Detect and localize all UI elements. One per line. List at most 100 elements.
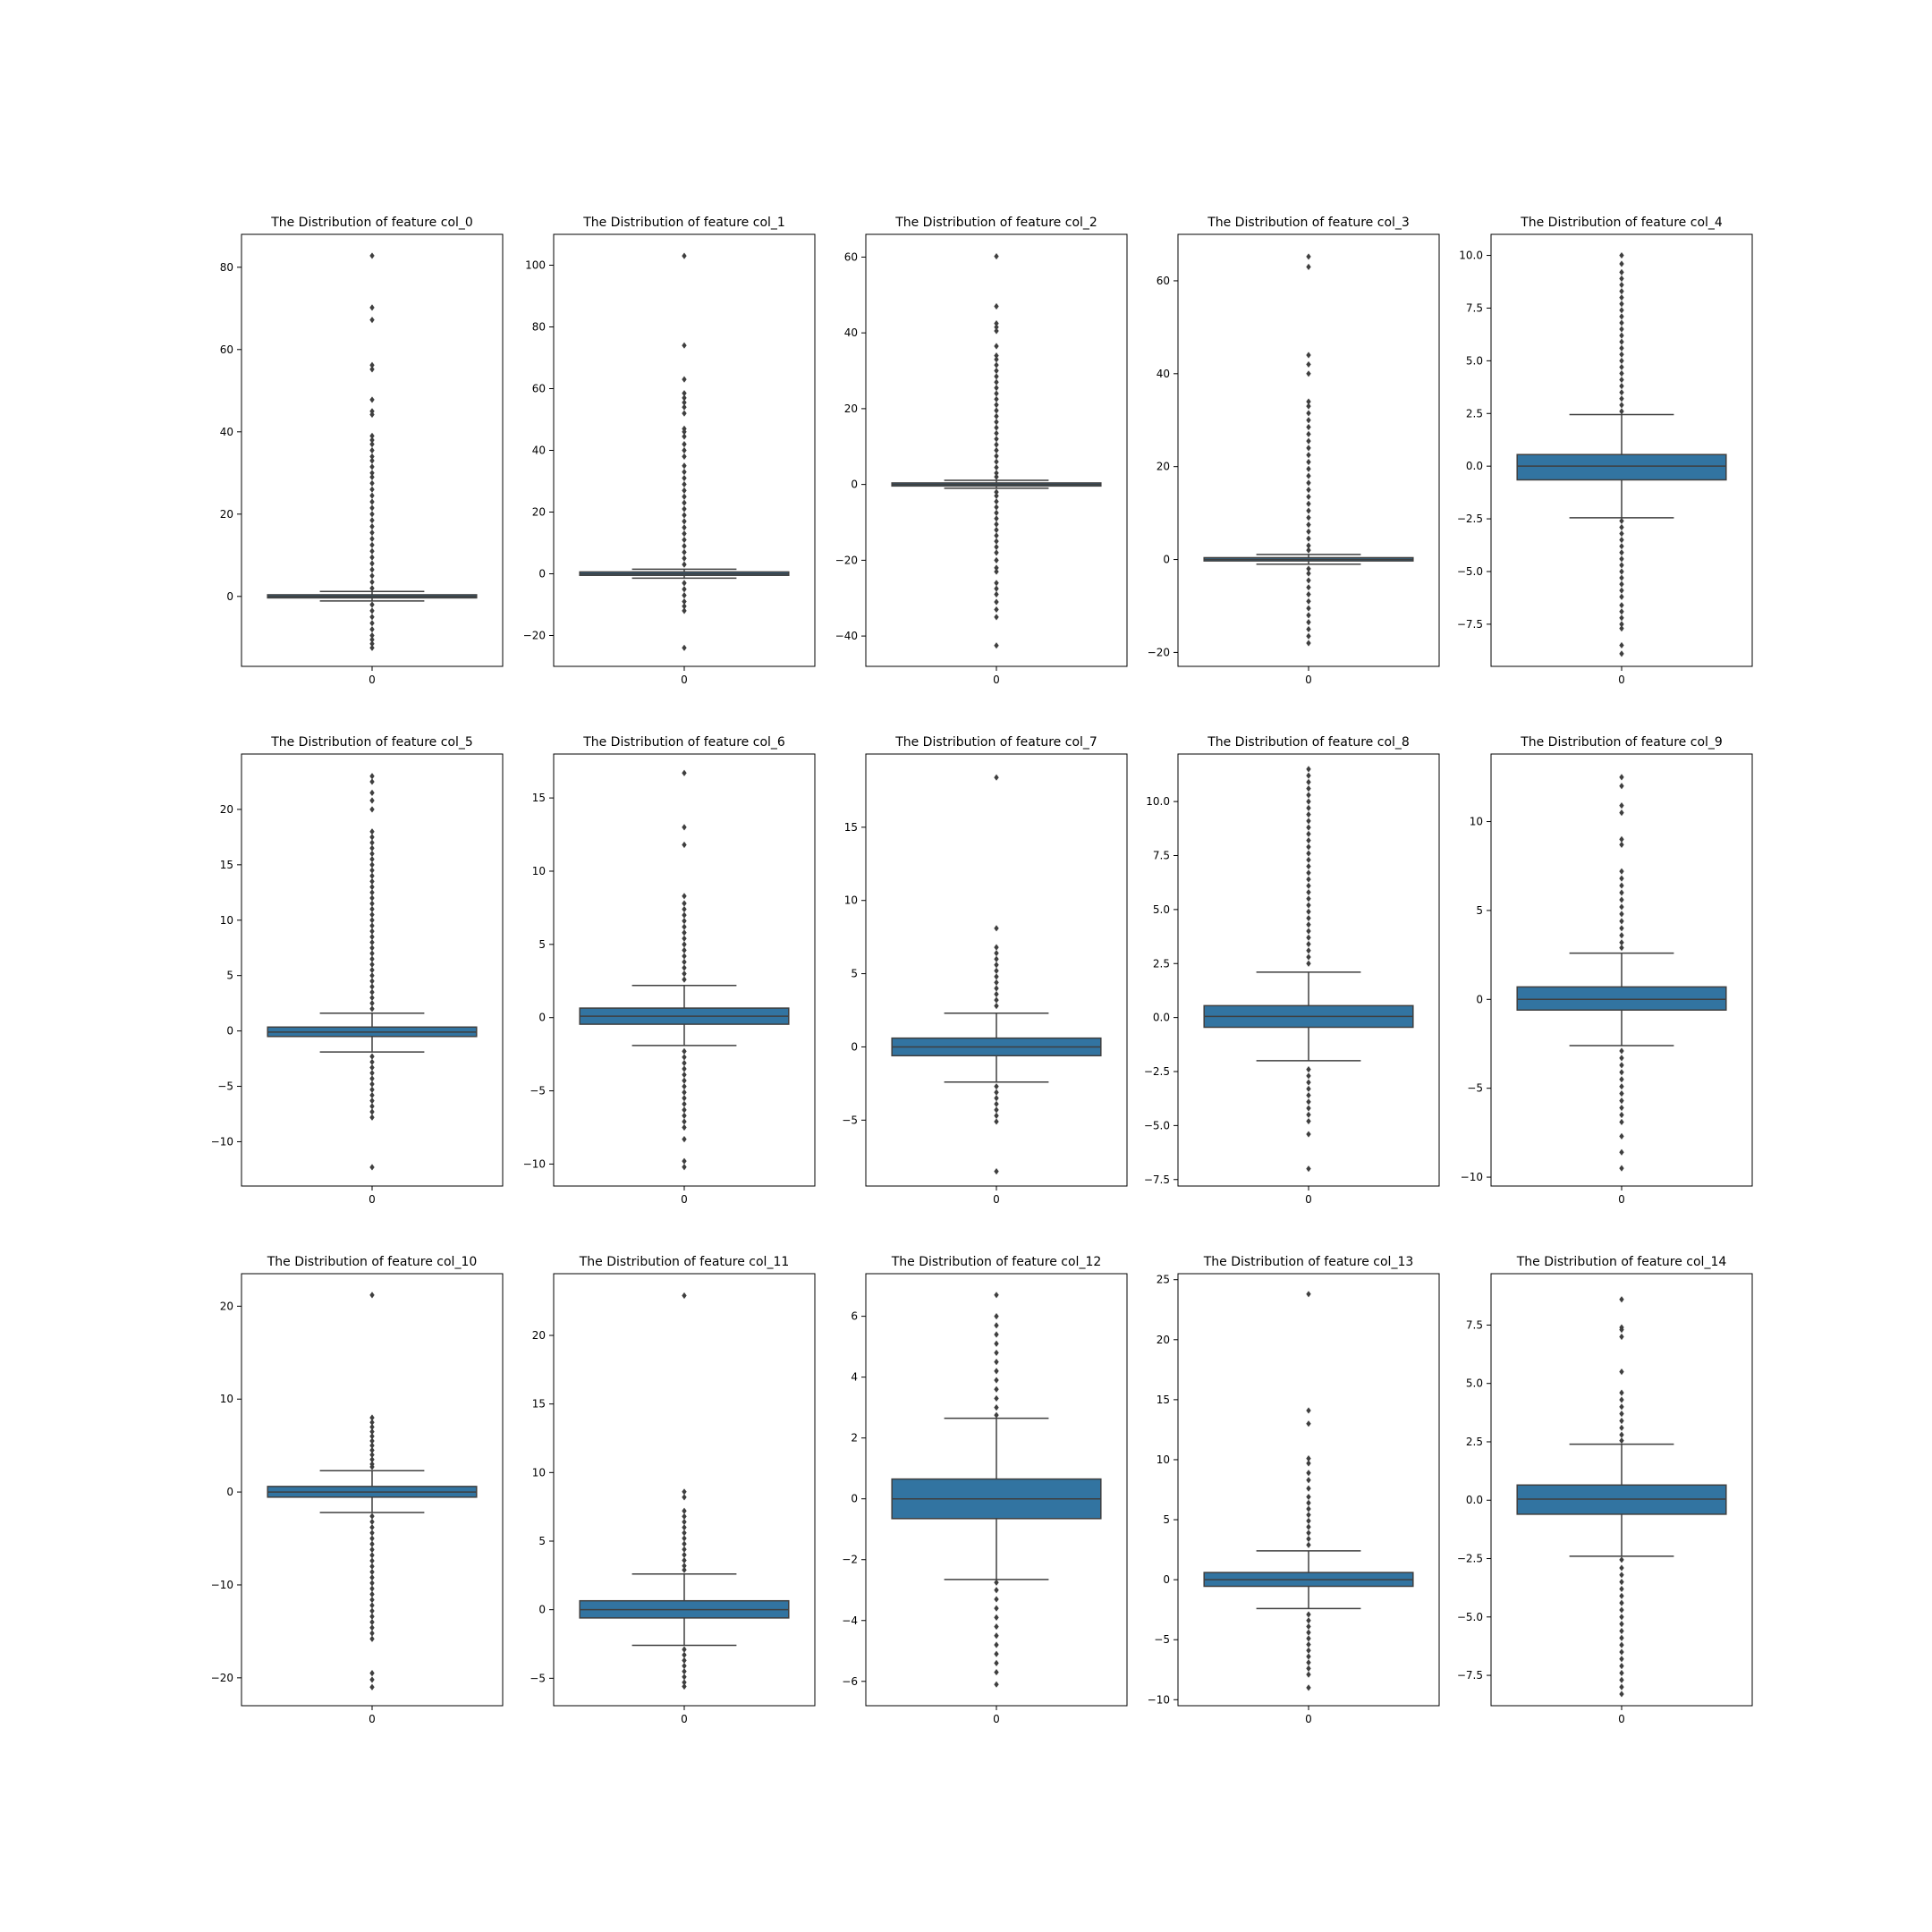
axes-frame: [865, 1273, 1128, 1707]
outlier-point: [994, 549, 999, 556]
outlier-point: [1306, 1671, 1311, 1678]
outlier-point: [1619, 614, 1624, 622]
outlier-point: [369, 436, 375, 444]
axes-frame: [1177, 753, 1440, 1187]
outlier-point: [1306, 843, 1311, 851]
outlier-point: [1619, 1606, 1624, 1614]
outlier-point: [369, 773, 375, 780]
outlier-point: [369, 1540, 375, 1547]
outlier-point: [994, 1596, 999, 1603]
outlier-point: [1306, 902, 1311, 909]
outlier-point: [994, 543, 999, 551]
subplot-col-3: The Distribution of feature col_3 −20 0 20 4…: [1148, 216, 1440, 686]
outlier-point: [1619, 574, 1624, 581]
outlier-point: [1306, 619, 1311, 626]
y-tick-label: 20: [1157, 461, 1170, 473]
outlier-point: [1619, 568, 1624, 575]
outlier-point: [682, 1530, 687, 1537]
outlier-point: [994, 1394, 999, 1402]
outlier-point: [682, 342, 687, 349]
outlier-point: [369, 1523, 375, 1531]
outlier-point: [369, 1552, 375, 1559]
outlier-point: [682, 911, 687, 919]
y-tick-label: 0: [1163, 1573, 1170, 1586]
outlier-point: [369, 955, 375, 962]
outlier-point: [1306, 445, 1311, 452]
outlier-point: [994, 1623, 999, 1631]
subplot-col-6: The Distribution of feature col_6 −10 −5 0 5…: [523, 735, 816, 1206]
outlier-point: [994, 395, 999, 402]
x-tick-label: 0: [993, 674, 1000, 686]
outlier-point: [1306, 1470, 1311, 1477]
outlier-point: [369, 432, 375, 439]
outlier-point: [994, 384, 999, 392]
y-tick-label: −5.0: [1144, 1119, 1170, 1131]
outlier-point: [682, 1089, 687, 1096]
outlier-point: [1619, 925, 1624, 932]
outlier-point: [1306, 597, 1311, 605]
y-tick-label: 5.0: [1466, 1377, 1483, 1390]
outlier-point: [682, 935, 687, 942]
outlier-point: [369, 834, 375, 841]
outlier-point: [994, 509, 999, 517]
outlier-point: [369, 894, 375, 902]
outlier-point: [1619, 1111, 1624, 1119]
outlier-point: [369, 535, 375, 542]
outlier-point: [1619, 889, 1624, 896]
outlier-point: [1619, 344, 1624, 352]
outlier-point: [682, 1100, 687, 1107]
outlier-point: [1306, 804, 1311, 811]
outlier-point: [1619, 383, 1624, 390]
outlier-point: [682, 1513, 687, 1520]
y-tick-label: 10: [220, 1393, 233, 1405]
outlier-point: [1619, 1165, 1624, 1172]
y-tick-label: 0.0: [1466, 1494, 1483, 1506]
y-tick-label: 15: [220, 859, 233, 871]
outlier-point: [1306, 577, 1311, 584]
outlier-point: [369, 498, 375, 505]
outlier-point: [994, 598, 999, 606]
outlier-point: [994, 1579, 999, 1586]
outlier-point: [994, 526, 999, 534]
outlier-point: [1306, 830, 1311, 837]
outlier-point: [682, 1077, 687, 1084]
y-tick-label: 20: [220, 508, 233, 521]
outlier-point: [682, 941, 687, 948]
y-tick-label: 0: [226, 1025, 233, 1038]
outlier-point: [1306, 1493, 1311, 1501]
y-tick-label: −10: [211, 1579, 233, 1591]
outlier-point: [1619, 903, 1624, 911]
outlier-point: [1619, 294, 1624, 301]
outlier-point: [369, 1414, 375, 1421]
x-tick-label: 0: [681, 674, 688, 686]
subplot-col-0: The Distribution of feature col_0 0 20 40 60…: [220, 216, 504, 686]
outlier-point: [1306, 876, 1311, 883]
outlier-point: [994, 473, 999, 480]
outlier-point: [369, 1585, 375, 1592]
y-tick-label: 6: [851, 1310, 858, 1323]
axes-frame: [553, 1273, 816, 1707]
outlier-point: [682, 1518, 687, 1526]
outlier-point: [682, 824, 687, 831]
outlier-point: [994, 979, 999, 987]
outlier-point: [1619, 543, 1624, 550]
outlier-point: [682, 469, 687, 476]
outlier-point: [1619, 1047, 1624, 1055]
outlier-point: [994, 1089, 999, 1096]
outlier-point: [994, 319, 999, 327]
outlier-point: [1306, 625, 1311, 633]
outlier-point: [994, 967, 999, 974]
outlier-point: [1619, 593, 1624, 600]
y-tick-label: 2.5: [1153, 957, 1170, 970]
outlier-point: [994, 352, 999, 360]
y-tick-label: 4: [851, 1371, 858, 1384]
y-tick-label: 15: [532, 792, 546, 804]
outlier-point: [1306, 570, 1311, 577]
outlier-point: [1306, 862, 1311, 870]
y-tick-label: −2.5: [1457, 1553, 1483, 1565]
outlier-point: [1306, 458, 1311, 466]
subplot-col-11: The Distribution of feature col_11 −5 0 5 10…: [530, 1255, 816, 1725]
outlier-point: [1619, 774, 1624, 781]
iqr-box: [1516, 453, 1727, 481]
outlier-point: [682, 1164, 687, 1171]
